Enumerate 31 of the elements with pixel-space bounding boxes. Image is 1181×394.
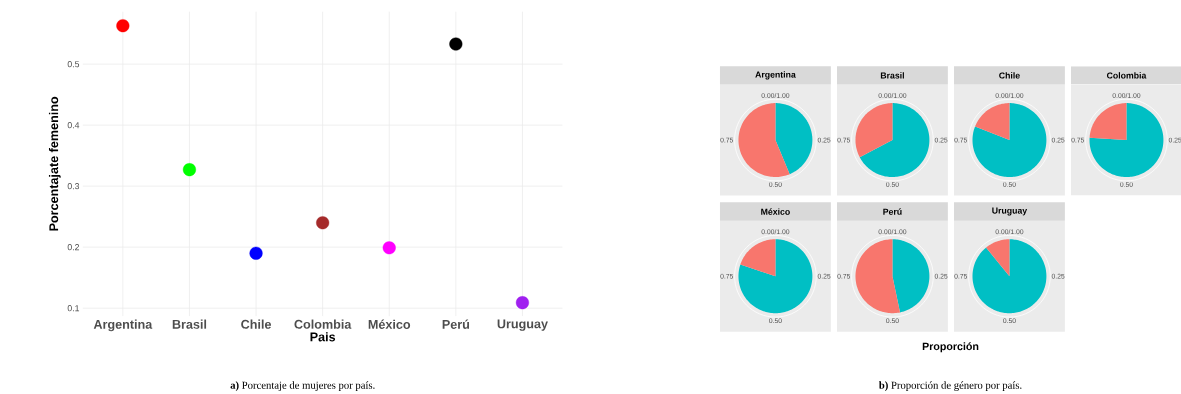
chart-title: Brasil (880, 72, 904, 79)
text: a) Porcentaje de mujeres por país. (230, 381, 375, 392)
y-tick-label: 0.4 (67, 122, 80, 129)
y-tick-label: 0.1 (67, 305, 80, 312)
x-tick-label: Brasil (172, 319, 207, 329)
chart-title: Perú (883, 208, 902, 215)
x-axis-title: Pais (310, 332, 336, 342)
y-tick-label: 0.2 (67, 244, 80, 251)
chart-title: Colombia (1106, 72, 1147, 79)
point (182, 163, 196, 177)
x-tick-label: Argentina (93, 319, 153, 332)
chart-title: México (761, 208, 790, 215)
y-axis-title: Porcentajate femenino (48, 96, 61, 231)
x-tick-label: Uruguay (497, 319, 548, 331)
x-tick-label: Colombia (294, 319, 352, 329)
point (249, 246, 263, 260)
text: b) Proporción de género por país. (878, 381, 1022, 392)
y-tick-label: 0.3 (67, 183, 80, 190)
point (316, 216, 330, 230)
point (449, 37, 463, 51)
point (116, 19, 130, 33)
chart-title: Argentina (755, 71, 796, 80)
x-tick-label: Perú (442, 319, 470, 329)
y-tick-label: 0.5 (67, 61, 80, 68)
x-tick-label: Chile (241, 319, 272, 329)
point (382, 241, 396, 255)
chart-title: Uruguay (992, 207, 1028, 216)
point (515, 296, 529, 310)
text: Proporción (922, 342, 979, 353)
x-tick-label: México (368, 319, 411, 329)
chart-title: Chile (999, 72, 1020, 79)
